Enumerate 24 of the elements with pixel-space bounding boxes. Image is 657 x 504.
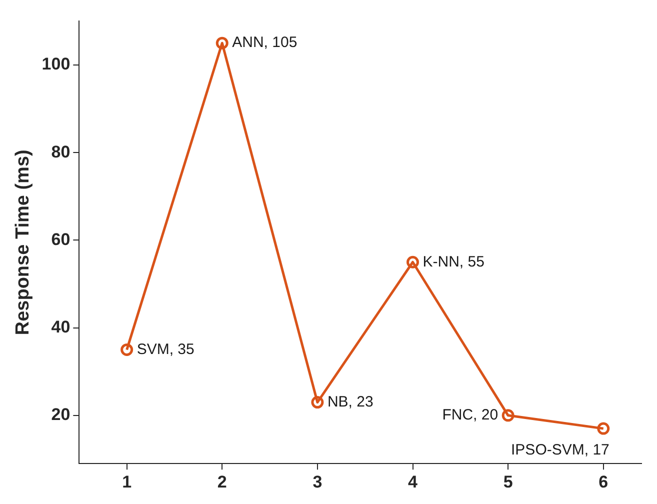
annotation: FNC, 20 [442, 406, 498, 424]
point [216, 36, 228, 50]
x-tick-label: 1 [122, 472, 132, 492]
y-tick-label: 80 [51, 142, 70, 162]
y-tick-label: 60 [51, 230, 70, 249]
point [406, 256, 420, 268]
annotation: IPSO-SVM, 17 [511, 442, 610, 459]
y-tick-label: 40 [51, 318, 70, 336]
y-tick-label: 100 [42, 54, 70, 74]
x-tick-label: 5 [503, 472, 513, 492]
x-tick-label: 2 [217, 472, 227, 492]
annotation: SVM, 35 [136, 340, 194, 358]
y-tick-label: 20 [51, 405, 70, 424]
annotation: NB, 23 [327, 393, 374, 410]
x-tick-label: 4 [408, 472, 418, 492]
y-axis-title: Response Time (ms) [12, 150, 34, 336]
point [502, 409, 514, 422]
annotation: K-NN, 55 [422, 253, 484, 270]
point [311, 396, 324, 409]
x-tick-label: 6 [598, 472, 608, 492]
point [120, 343, 134, 356]
point [597, 422, 610, 435]
annotation: ANN, 105 [232, 34, 298, 52]
x-tick-label: 3 [312, 472, 322, 492]
